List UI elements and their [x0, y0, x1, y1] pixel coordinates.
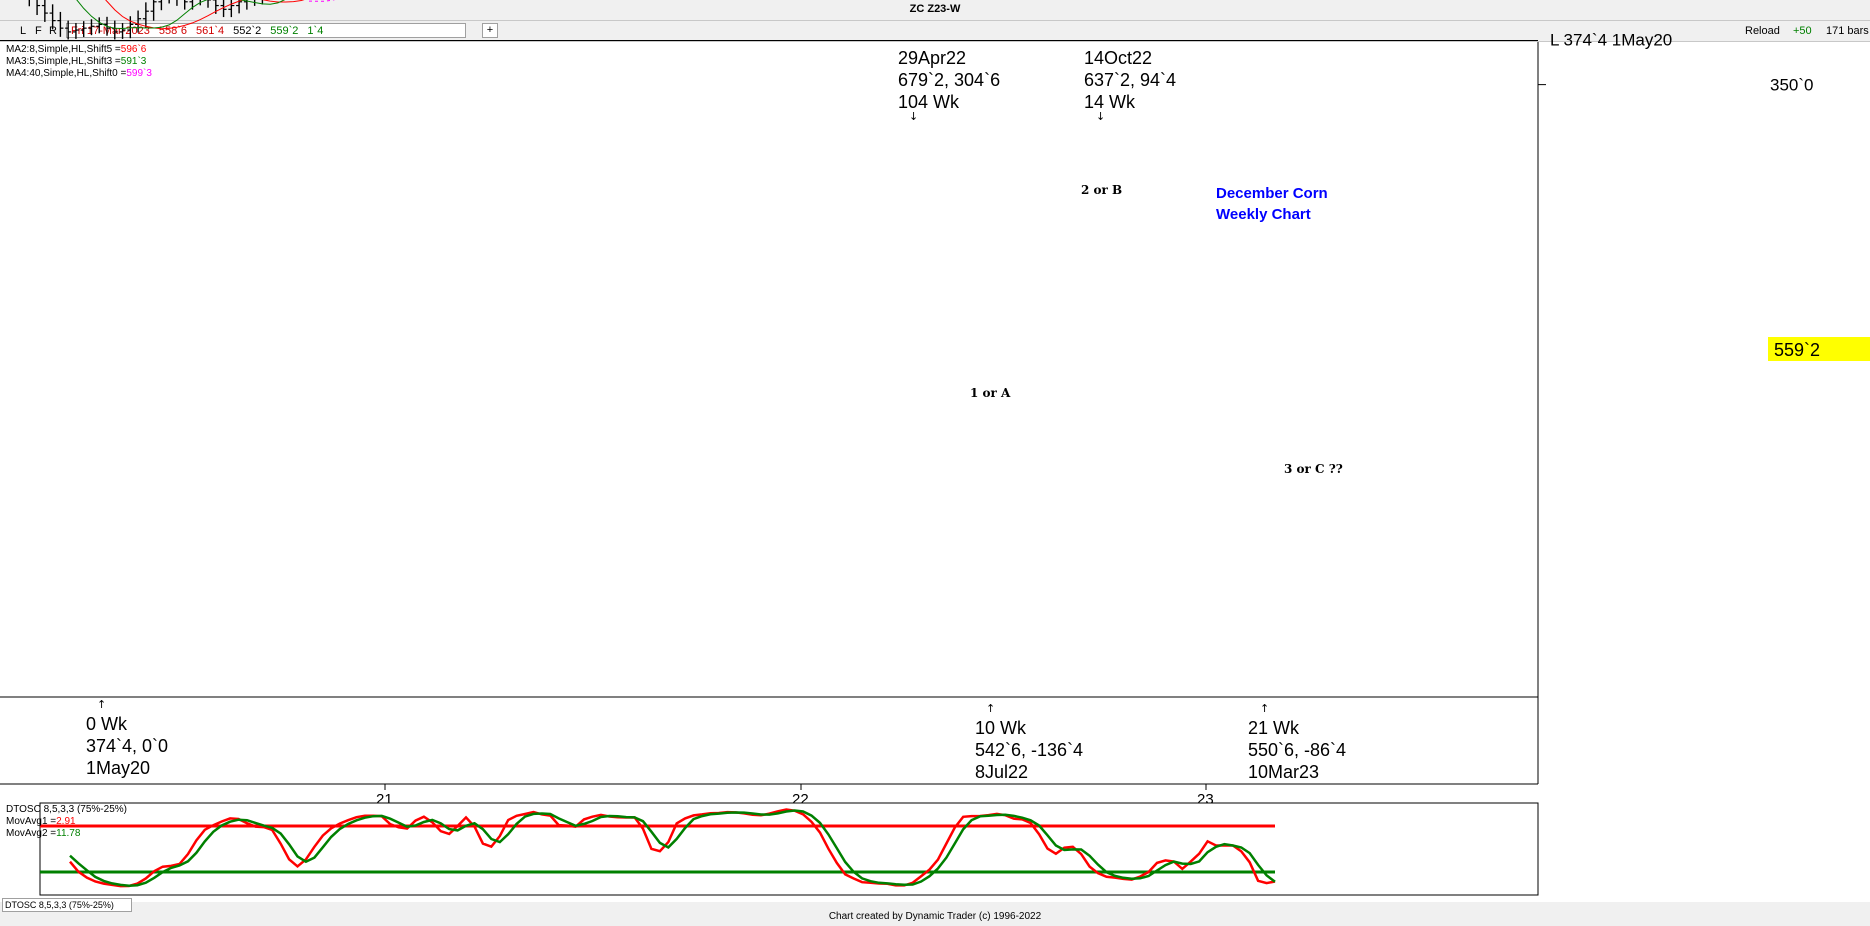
- pivot-label: 14 Wk: [1084, 92, 1136, 112]
- footer-credit: Chart created by Dynamic Trader (c) 1996…: [828, 911, 1042, 922]
- arrow-up-icon: ↑: [1260, 702, 1269, 715]
- ma3-value: 591`3: [120, 56, 147, 67]
- quote-open: 558`6: [158, 25, 187, 37]
- ma2-label: MA2:8,Simple,HL,Shift5 =: [6, 44, 121, 55]
- reload-button[interactable]: Reload: [1745, 25, 1780, 37]
- ma2-line: [105, 0, 305, 30]
- toolbar-l-button[interactable]: L: [20, 25, 27, 37]
- arrow-down-icon: ↓: [909, 110, 918, 123]
- wave-label-1a: 1 or A: [970, 386, 1011, 400]
- pivot-label: 637`2, 94`4: [1084, 70, 1176, 90]
- pivot-label: 10 Wk: [975, 718, 1027, 738]
- pivot-label: 14Oct22: [1084, 48, 1152, 68]
- window-title: ZC Z23-W: [909, 3, 961, 15]
- chart-title-line2: Weekly Chart: [1216, 206, 1311, 223]
- chart-title-line1: December Corn: [1216, 185, 1328, 202]
- y-tick-label: 350`0: [1770, 76, 1813, 95]
- pivot-label: 0 Wk: [86, 714, 128, 734]
- wave-label-3c: 3 or C ??: [1284, 462, 1343, 476]
- reload-delta: +50: [1793, 25, 1812, 37]
- ma4-line: [308, 0, 336, 2]
- pivot-label: 10Mar23: [1248, 762, 1319, 782]
- toolbar-r-button[interactable]: R: [49, 25, 57, 37]
- ma2-value: 596`6: [120, 44, 147, 55]
- bar-count: 171 bars: [1826, 25, 1869, 37]
- pivot-label: 374`4, 0`0: [86, 736, 168, 756]
- movavg1-label: MovAvg1 =: [6, 816, 57, 827]
- arrow-up-icon: ↑: [97, 698, 106, 711]
- price-bars: [28, 0, 264, 40]
- osc-fast-line: [69, 808, 1276, 888]
- movavg1-value: 2.91: [56, 816, 76, 827]
- add-button[interactable]: +: [482, 23, 498, 38]
- pivot-label: 104 Wk: [898, 92, 960, 112]
- toolbar-f-button[interactable]: F: [35, 25, 42, 37]
- pivot-label: 542`6, -136`4: [975, 740, 1083, 760]
- quote-low: 552`2: [233, 25, 262, 37]
- osc-name: DTOSC 8,5,3,3 (75%-25%): [6, 804, 127, 815]
- pivot-label: 8Jul22: [975, 762, 1028, 782]
- current-price-label: 559`2: [1774, 340, 1820, 360]
- movavg2-label: MovAvg2 =: [6, 828, 57, 839]
- ma3-label: MA3:5,Simple,HL,Shift3 =: [6, 56, 121, 67]
- ma4-value: 599`3: [126, 68, 152, 79]
- pivot-label: 1May20: [86, 758, 150, 778]
- movavg2-value: 11.78: [56, 828, 81, 839]
- arrow-down-icon: ↓: [1096, 110, 1105, 123]
- wave-label-2b: 2 or B: [1081, 183, 1122, 197]
- quote-high: 561`4: [196, 25, 225, 37]
- ma3-line: [76, 0, 286, 30]
- indicator-legend: MA2:8,Simple,HL,Shift5 =596`6 MA3:5,Simp…: [6, 44, 152, 80]
- y-tick-label: 400`0: [1770, 0, 1813, 1]
- window-title-bar: ZC Z23-W: [0, 0, 1870, 21]
- oscillator-panel: [39, 802, 1539, 896]
- current-price-marker: [1768, 337, 1870, 361]
- osc-slow-line: [69, 809, 1276, 887]
- arrow-up-icon: ↑: [986, 702, 995, 715]
- chart-area[interactable]: [0, 42, 1870, 902]
- pivot-label: 29Apr22: [898, 48, 966, 68]
- oscillator-tab[interactable]: DTOSC 8,5,3,3 (75%-25%): [2, 898, 132, 912]
- low-line-label: L 374`4 1May20: [1550, 31, 1672, 50]
- pivot-label: 679`2, 304`6: [898, 70, 1000, 90]
- pivot-label: 21 Wk: [1248, 718, 1300, 738]
- oscillator-frame: [39, 802, 1539, 896]
- pivot-label: 550`6, -86`4: [1248, 740, 1346, 760]
- quote-change: 1`4: [307, 25, 324, 37]
- quote-close: 559`2: [270, 25, 299, 37]
- ma4-label: MA4:40,Simple,HL,Shift0 =: [6, 68, 127, 79]
- oscillator-legend: DTOSC 8,5,3,3 (75%-25%) MovAvg1 =2.91 Mo…: [6, 804, 127, 840]
